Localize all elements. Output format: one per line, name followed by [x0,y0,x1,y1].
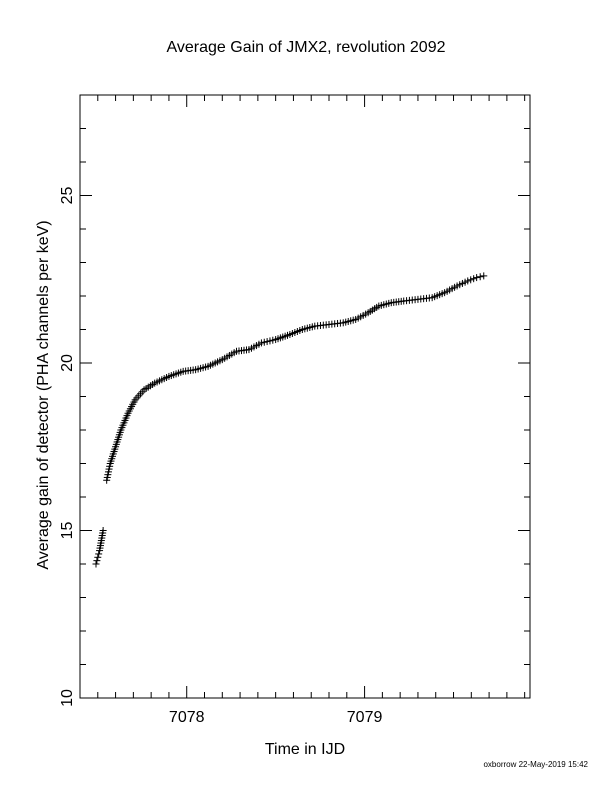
y-axis: 10 15 20 25 [59,94,530,707]
data-point [99,527,107,534]
footer-credit: oxborrow 22-May-2019 15:42 [483,760,588,769]
plot-frame [79,94,531,699]
data-point [480,272,488,280]
y-tick-label: 20 [59,354,76,372]
data-point [92,560,100,568]
data-point [467,276,475,284]
data-point [266,337,274,345]
data-point [473,274,481,282]
data-point [470,275,478,283]
chart-title: Average Gain of JMX2, revolution 2092 [167,39,446,56]
data-point [95,550,103,558]
y-axis-label: Average gain of detector (PHA channels p… [35,220,52,569]
data-point [263,338,271,346]
x-tick-label: 7078 [169,709,205,726]
data-point [269,336,277,344]
data-point [257,339,265,347]
x-tick-label: 7079 [347,709,383,726]
x-axis: 7078 7079 [79,95,526,726]
y-tick-label: 10 [59,689,76,707]
x-axis-label: Time in IJD [265,741,345,758]
y-tick-label: 25 [59,187,76,205]
data-point [94,553,102,561]
data-point [464,277,472,285]
data-point [93,557,101,565]
data-point [260,338,268,346]
data-points [92,272,488,568]
data-point [476,273,484,281]
y-tick-label: 15 [59,522,76,540]
